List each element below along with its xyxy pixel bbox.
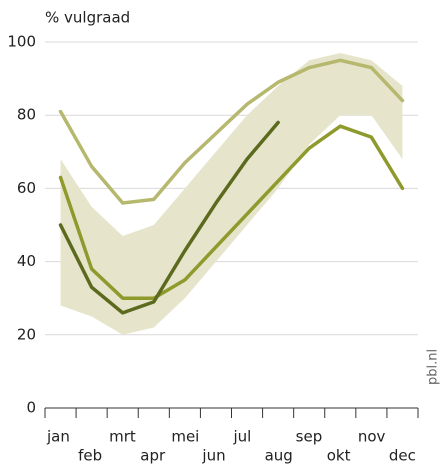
source: pbl.nl (426, 349, 440, 385)
line (58, 120, 280, 315)
x-tick-label: mrt (109, 428, 136, 446)
line (58, 58, 405, 205)
band-area (60, 52, 403, 335)
y-tick-label: 60 (17, 179, 36, 197)
x-tick-label: dec (389, 447, 416, 465)
x-tick-label: nov (358, 428, 386, 446)
y-tick-label: 80 (17, 106, 36, 124)
x-tick-label: aug (265, 447, 293, 465)
y-tick-label: 0 (26, 399, 36, 417)
y-tick-label: 20 (17, 325, 36, 343)
y-tick-label: 100 (7, 33, 36, 51)
line (58, 124, 405, 300)
x-tick-label: feb (78, 447, 102, 465)
x-tick-label: jan (46, 428, 70, 446)
y-axis-label: % vulgraad (45, 9, 130, 27)
x-tick-label: apr (140, 447, 166, 465)
x-tick-label: jun (201, 447, 225, 465)
x-tick-label: okt (327, 447, 351, 465)
y-tick-label: 40 (17, 252, 36, 270)
x-tick-label: jul (233, 428, 252, 446)
x-tick-label: sep (296, 428, 323, 446)
x-tick-label: mei (171, 428, 199, 446)
